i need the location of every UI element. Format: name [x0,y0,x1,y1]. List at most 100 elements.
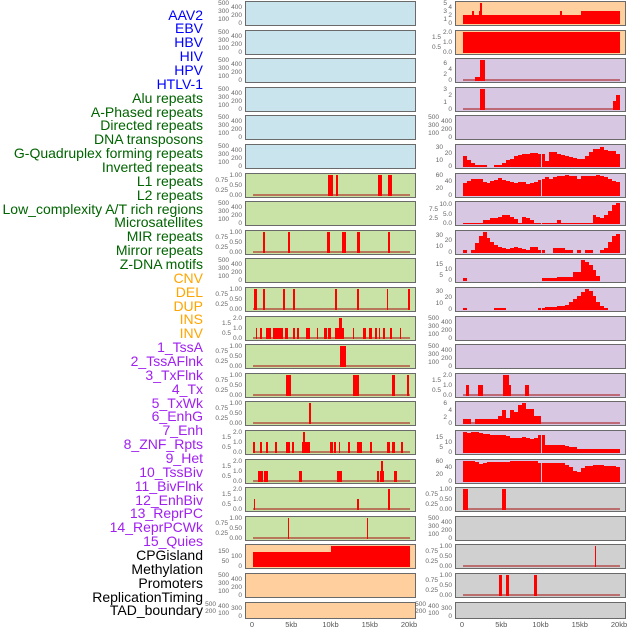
profile-bin [580,176,585,196]
profile-bin [486,419,491,425]
y-tick-label: 0.75 [215,405,228,413]
data-bar [356,231,360,253]
y-tick-label: 0.00 [439,592,452,599]
profile-bin [517,247,522,253]
profile-bin [612,449,617,453]
data-bar [341,327,345,339]
y-tick-label: 0.00 [229,191,242,199]
profile-bin [474,461,479,482]
profile-bin [596,275,601,282]
baseline [253,365,410,368]
data-bar [293,327,295,339]
profile-bin [608,449,613,453]
profile-bin [545,463,550,482]
y-tick-label: 2.0 [232,457,242,465]
y-tick-label: 1.00 [229,228,242,236]
y-tick-label: 1 [443,99,447,107]
data-bar [253,552,331,568]
profile-bin [576,472,581,482]
data-bar [324,327,327,339]
track-label: 1_TssA [157,339,203,356]
x-tick-label: 15kb [571,620,588,629]
data-bar [463,15,620,24]
profile-bin [541,435,546,453]
profile-bin [584,449,589,453]
profile-bin [533,181,538,196]
y-tick-label: 1.0 [442,38,452,46]
y-tick-label: 400 [441,347,452,355]
profile-bin [478,235,483,253]
y-tick-label: 500 [428,314,439,322]
y-tick-label: 300 [218,265,229,273]
y-tick-label: 0.0 [232,449,242,456]
data-bar [406,374,409,396]
y-tick-label: 0.75 [425,577,438,584]
data-bar [465,384,469,396]
y-tick-label: 0 [448,20,452,27]
track-panel [455,487,626,513]
y-tick-label: 0 [448,477,452,485]
profile-bin [521,403,526,425]
profile-bin [580,158,585,167]
data-bar [341,231,347,253]
track-label: HTLV-1 [156,75,203,92]
profile-bin [517,222,522,225]
profile-bin [557,248,562,253]
profile-bin [529,183,534,196]
data-bar [394,470,397,482]
profile-bin [561,248,566,253]
y-tick-label: 10 [435,156,443,164]
profile-bin [466,159,471,167]
data-bar [386,442,390,453]
y-tick-label: 300 [218,122,229,130]
profile-bin [549,178,554,196]
track-label: CPGisland [136,547,203,564]
y-tick-label: 300 [218,8,229,15]
profile-bin [494,462,499,482]
profile-bin [506,181,511,196]
profile-bin [565,250,569,253]
profile-bin [588,175,593,196]
track-panel [245,544,416,570]
profile-bin [537,249,542,253]
data-bar [391,374,395,396]
y-tick-label: 0 [448,612,452,620]
profile-bin [568,301,573,310]
profile-bin [537,179,542,196]
y-tick-label: 0.00 [229,534,242,542]
y-tick-label: 200 [441,526,452,534]
profile-bin [545,307,550,310]
y-tick-label: 400 [441,318,452,326]
profile-bin [533,247,538,253]
profile-bin [506,214,511,225]
profile-bin [486,434,491,453]
data-bar [506,575,509,596]
y-tick-label: 0.00 [229,248,242,256]
profile-bin [525,409,530,425]
y-tick-label: 100 [428,530,439,538]
y-tick-label: 0 [238,77,242,85]
baseline [463,107,620,110]
y-tick-label: 200 [231,40,242,48]
data-bar [386,289,389,310]
data-bar [352,327,355,339]
y-tick-label: 100 [218,16,229,23]
y-tick-label: 7.5 [428,205,438,213]
y-tick-label: 2.0 [232,314,242,322]
data-bar [478,384,484,396]
data-bar [594,546,597,568]
y-tick-label: 6 [443,400,447,408]
profile-bin [529,247,534,253]
y-tick-label: 500 [218,28,229,36]
y-tick-label: 60 [435,457,443,465]
profile-bin [474,419,479,425]
y-tick-label: 100 [218,273,229,281]
profile-bin [474,432,479,453]
y-tick-label: 0.00 [229,420,242,428]
profile-bin [616,449,620,453]
profile-bin [576,222,581,225]
track-panel [455,515,626,541]
y-tick-label: 400 [231,4,242,11]
y-tick-label: 0.25 [425,587,438,594]
y-tick-label: 5 [439,444,443,451]
